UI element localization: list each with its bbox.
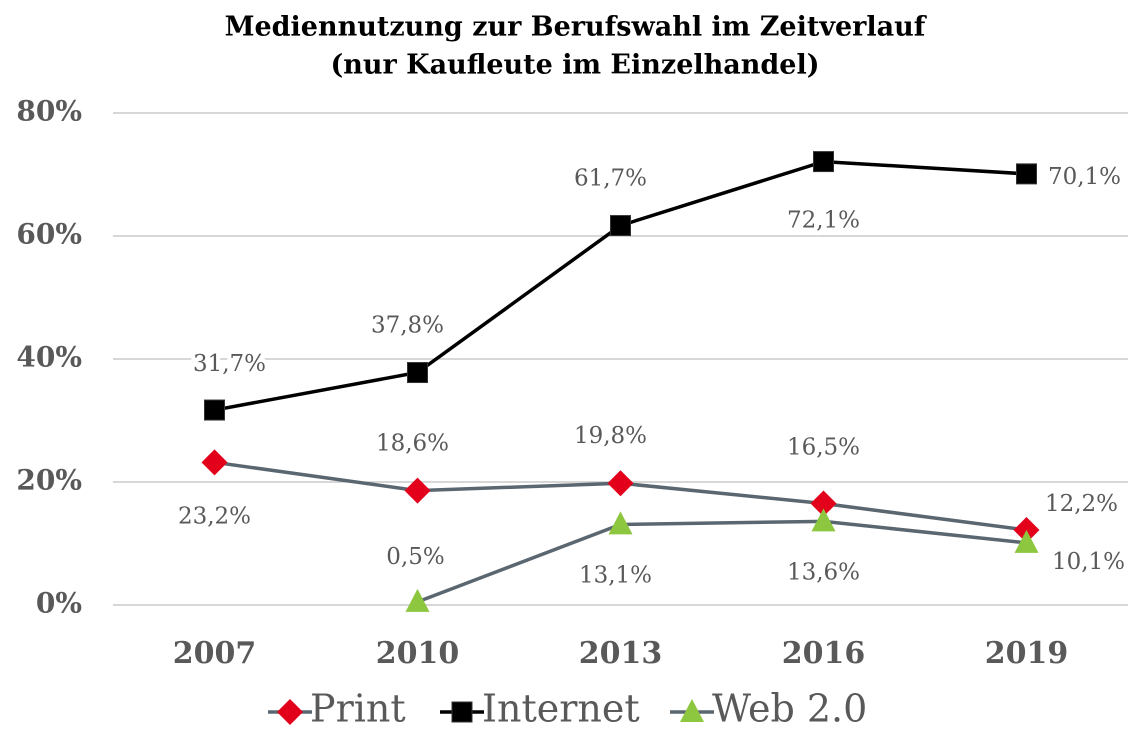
series-line — [416, 519, 1027, 604]
data-label: 13,6% — [787, 559, 860, 585]
x-tick-label: 2013 — [579, 636, 663, 671]
data-label: 13,1% — [579, 562, 652, 588]
legend-label: Internet — [482, 687, 640, 731]
marker — [608, 511, 633, 535]
data-label: 37,8% — [371, 313, 444, 339]
marker — [201, 449, 228, 476]
y-tick-label: 20% — [16, 464, 82, 497]
series-line — [214, 159, 1027, 412]
legend-label: Web 2.0 — [712, 687, 867, 731]
marker — [1016, 163, 1037, 185]
legend-marker — [451, 701, 473, 723]
marker — [607, 470, 634, 497]
data-label: 12,2% — [1045, 491, 1118, 517]
marker — [610, 215, 631, 237]
x-tick-label: 2016 — [782, 636, 866, 671]
data-label: 18,6% — [376, 431, 449, 457]
data-label: 61,7% — [574, 166, 647, 192]
data-label: 16,5% — [787, 435, 860, 461]
marker — [811, 508, 836, 532]
chart-title: Mediennutzung zur Berufswahl im Zeitverl… — [225, 12, 928, 43]
data-label: 10,1% — [1052, 549, 1125, 575]
x-tick-label: 2007 — [173, 636, 257, 671]
marker — [407, 362, 428, 384]
x-tick-label: 2010 — [376, 636, 460, 671]
marker — [1014, 529, 1039, 553]
data-label: 31,7% — [193, 351, 266, 377]
y-tick-label: 40% — [16, 341, 82, 374]
data-label: 19,8% — [574, 423, 647, 449]
marker — [810, 490, 837, 517]
x-tick-label: 2019 — [985, 636, 1069, 671]
marker — [405, 588, 430, 612]
y-tick-label: 0% — [36, 587, 82, 620]
data-label: 0,5% — [386, 544, 444, 570]
marker — [204, 399, 225, 421]
data-label: 70,1% — [1048, 164, 1121, 190]
legend-marker — [680, 699, 704, 722]
marker — [404, 477, 431, 504]
marker — [813, 151, 834, 173]
data-label: 72,1% — [787, 208, 860, 234]
y-tick-label: 80% — [16, 95, 82, 128]
legend-label: Print — [310, 687, 406, 731]
y-tick-label: 60% — [16, 218, 82, 251]
legend-marker — [277, 699, 303, 725]
data-label: 23,2% — [178, 503, 251, 529]
chart-subtitle: (nur Kaufleute im Einzelhandel) — [330, 50, 819, 81]
